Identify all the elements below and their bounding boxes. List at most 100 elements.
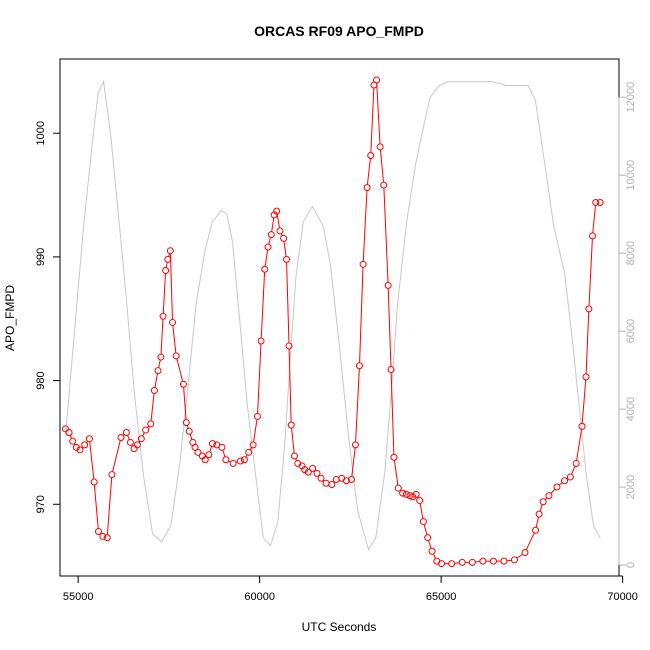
primary-series-segment: [286, 262, 290, 343]
primary-series-segment: [387, 288, 392, 367]
primary-series-points: [61, 76, 604, 568]
left-y-axis: 970 980 990 1000: [35, 121, 61, 513]
data-point: [65, 429, 73, 437]
data-point: [566, 473, 574, 481]
primary-series-segment: [379, 149, 384, 183]
primary-series-segment: [165, 262, 168, 268]
data-point: [172, 352, 180, 360]
primary-series-segment: [366, 158, 371, 185]
data-point: [273, 207, 281, 215]
primary-series-segment: [93, 484, 99, 529]
data-point: [384, 281, 392, 289]
data-point: [394, 484, 402, 492]
primary-series-segment: [475, 561, 480, 563]
primary-series-segment: [362, 190, 368, 262]
data-point: [376, 143, 384, 151]
primary-series-segment: [169, 253, 173, 320]
data-point: [510, 556, 518, 564]
data-point: [351, 441, 359, 449]
data-point: [130, 445, 138, 453]
data-point: [500, 557, 508, 565]
data-point: [545, 492, 553, 500]
data-point: [182, 419, 190, 427]
data-point: [412, 490, 420, 498]
y-tick-label: 980: [35, 371, 47, 389]
primary-series-segment: [576, 429, 583, 461]
data-point: [208, 440, 216, 448]
primary-series-segment: [393, 460, 399, 486]
primary-series-segment: [525, 532, 535, 551]
data-point: [328, 480, 336, 488]
primary-series-segment: [383, 188, 389, 283]
data-point: [222, 456, 230, 464]
y-axis-label: APO_FMPD: [3, 285, 17, 351]
primary-series-segment: [264, 249, 269, 267]
data-point: [280, 234, 288, 242]
data-point: [108, 471, 116, 479]
primary-series-segments: [69, 82, 596, 565]
data-point: [267, 231, 275, 239]
primary-series-segment: [376, 82, 381, 144]
plot-frame: [59, 58, 620, 577]
data-point: [380, 181, 388, 189]
x-axis: 55000 60000 65000 70000: [63, 575, 638, 603]
primary-series-segment: [355, 368, 360, 442]
primary-series-segment: [271, 217, 275, 232]
data-point: [468, 558, 476, 566]
data-point: [90, 478, 98, 486]
data-point: [416, 497, 424, 505]
primary-series-segment: [276, 214, 280, 229]
primary-series-segment: [291, 428, 295, 454]
primary-series-segment: [209, 446, 212, 453]
data-point: [309, 464, 317, 472]
right-tick-label: 2000: [625, 475, 637, 499]
data-point: [133, 441, 141, 449]
right-tick-label: 6000: [625, 319, 637, 343]
primary-series-segment: [558, 482, 563, 486]
primary-series-segment: [127, 435, 130, 440]
primary-series-segment: [539, 504, 543, 512]
primary-series-segment: [288, 348, 292, 423]
primary-series-segment: [588, 238, 593, 306]
data-point: [85, 435, 93, 443]
data-point: [402, 490, 410, 498]
right-tick-label: 4000: [625, 397, 637, 421]
data-point: [69, 437, 77, 445]
primary-series-segment: [535, 516, 539, 528]
data-point: [179, 380, 187, 388]
data-point: [539, 498, 547, 506]
data-point: [253, 412, 261, 420]
primary-series-segment: [112, 440, 121, 472]
primary-series-segment: [154, 373, 158, 388]
data-point: [166, 247, 174, 255]
data-point: [373, 76, 381, 84]
data-point: [154, 367, 162, 375]
data-point: [240, 456, 248, 464]
primary-series-segment: [183, 387, 187, 420]
right-tick-label: 12000: [625, 82, 637, 113]
primary-series-segment: [423, 524, 428, 535]
data-point: [532, 526, 540, 534]
primary-series-segment: [370, 87, 375, 153]
primary-series-segment: [581, 379, 587, 424]
data-point: [285, 342, 293, 350]
primary-series-segment: [253, 419, 258, 443]
data-point: [387, 365, 395, 373]
data-point: [458, 558, 466, 566]
primary-series-segment: [454, 562, 460, 564]
data-point: [535, 510, 543, 518]
data-point: [164, 255, 172, 263]
data-point: [317, 474, 325, 482]
data-point: [236, 457, 244, 465]
data-point: [521, 549, 529, 556]
data-point: [185, 427, 193, 435]
primary-series-segment: [592, 205, 596, 233]
primary-series-segment: [428, 540, 432, 549]
data-point: [264, 243, 272, 251]
x-axis-label: UTC Seconds: [302, 620, 377, 634]
primary-series-segment: [432, 553, 436, 559]
data-point: [313, 469, 321, 477]
data-point: [150, 386, 158, 394]
data-point: [585, 305, 593, 313]
data-point: [419, 518, 427, 526]
